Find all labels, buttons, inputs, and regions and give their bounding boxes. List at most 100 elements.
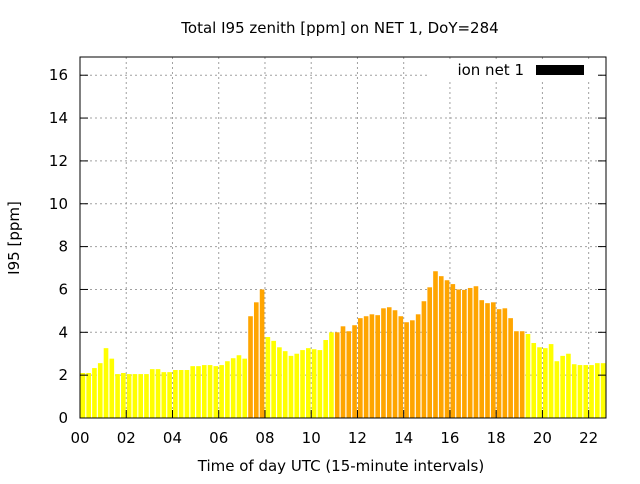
bar xyxy=(600,363,606,418)
bar xyxy=(323,340,328,418)
bar xyxy=(456,289,461,418)
bar xyxy=(230,358,236,418)
y-tick-label: 0 xyxy=(58,409,68,427)
legend-swatch xyxy=(536,65,584,75)
bar xyxy=(126,374,132,418)
y-tick-label: 8 xyxy=(58,238,68,256)
plot-frame xyxy=(79,56,607,419)
bar xyxy=(392,310,398,418)
bar xyxy=(184,370,190,418)
bar xyxy=(201,365,207,418)
y-tick-label: 14 xyxy=(49,109,68,127)
bar xyxy=(329,332,334,418)
bar xyxy=(288,355,294,418)
bar xyxy=(375,315,380,418)
bar xyxy=(404,322,409,418)
bar xyxy=(138,374,144,418)
y-tick-label: 10 xyxy=(49,195,68,213)
bar xyxy=(352,325,357,418)
bar xyxy=(595,363,600,418)
y-tick-label: 6 xyxy=(58,280,68,298)
bar xyxy=(490,302,496,418)
x-axis-label: Time of day UTC (15-minute intervals) xyxy=(197,457,484,475)
bar xyxy=(514,331,519,418)
x-tick-label: 16 xyxy=(440,429,459,447)
bar xyxy=(410,320,415,418)
bar xyxy=(531,343,537,418)
bar xyxy=(537,347,542,418)
bar xyxy=(207,365,213,418)
bar xyxy=(306,348,311,418)
bar xyxy=(381,308,386,418)
bar xyxy=(519,331,525,418)
chart-title: Total I95 zenith [ppm] on NET 1, DoY=284 xyxy=(180,19,498,37)
bar xyxy=(121,373,126,418)
bar xyxy=(369,314,375,418)
legend: ion net 1 xyxy=(428,60,598,80)
bar xyxy=(502,308,508,418)
y-tick-label: 16 xyxy=(49,66,68,84)
bar xyxy=(282,351,288,418)
bar xyxy=(317,350,323,418)
bar xyxy=(358,318,363,418)
bar xyxy=(167,372,172,418)
bar xyxy=(479,300,485,418)
bar xyxy=(190,366,196,418)
bar xyxy=(554,361,560,418)
bar xyxy=(525,334,531,418)
y-tick-label: 2 xyxy=(58,366,68,384)
bar xyxy=(311,349,317,418)
bar xyxy=(178,370,184,418)
bar xyxy=(560,355,565,418)
bar xyxy=(485,303,490,418)
bar xyxy=(571,364,577,418)
y-tick-label: 4 xyxy=(58,323,68,341)
bar xyxy=(144,374,149,418)
y-axis-label: I95 [ppm] xyxy=(5,201,23,275)
bar xyxy=(115,374,120,418)
bar xyxy=(583,365,589,418)
bar xyxy=(346,331,352,418)
bar xyxy=(386,307,392,418)
x-tick-label: 20 xyxy=(533,429,552,447)
bar xyxy=(421,301,427,418)
bar xyxy=(508,318,513,418)
x-tick-label: 02 xyxy=(117,429,136,447)
x-tick-label: 08 xyxy=(255,429,274,447)
x-tick-label: 04 xyxy=(163,429,182,447)
bar xyxy=(242,358,248,418)
x-tick-label: 14 xyxy=(394,429,413,447)
bar xyxy=(213,366,219,418)
bar xyxy=(132,374,138,418)
bar xyxy=(294,353,300,418)
bar xyxy=(589,365,594,418)
bar xyxy=(450,284,456,418)
x-tick-label: 12 xyxy=(348,429,367,447)
x-tick-label: 22 xyxy=(579,429,598,447)
bar xyxy=(340,326,346,418)
bar xyxy=(542,348,548,418)
bar xyxy=(265,337,271,418)
legend-label: ion net 1 xyxy=(457,61,524,79)
bar xyxy=(277,347,282,418)
bar xyxy=(97,363,103,418)
bar xyxy=(363,316,369,418)
bar xyxy=(566,353,571,418)
bar xyxy=(300,350,305,418)
bar xyxy=(80,373,86,418)
bar xyxy=(496,309,502,418)
x-tick-label: 10 xyxy=(302,429,321,447)
bar xyxy=(271,340,276,418)
bar xyxy=(103,348,109,418)
x-tick-label: 06 xyxy=(209,429,228,447)
bar xyxy=(438,276,444,418)
bar xyxy=(248,316,253,418)
bar xyxy=(92,368,97,418)
bar xyxy=(462,289,467,418)
bar xyxy=(433,271,438,418)
bar xyxy=(155,369,161,418)
bar xyxy=(398,316,404,418)
bar xyxy=(196,366,201,418)
y-tick-label: 12 xyxy=(49,152,68,170)
